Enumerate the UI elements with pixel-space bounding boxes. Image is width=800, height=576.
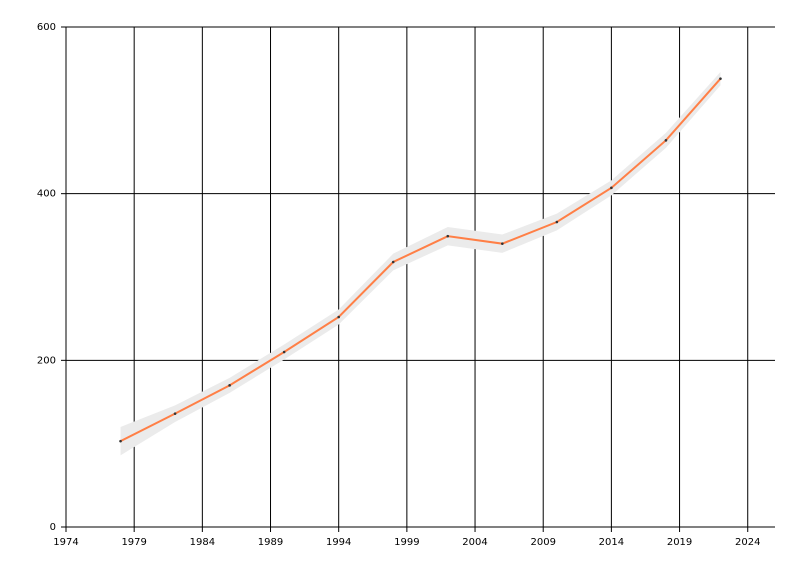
- point: [228, 384, 231, 387]
- x-tick-label: 1974: [53, 537, 78, 548]
- point: [119, 439, 122, 443]
- x-tick-label: 1979: [121, 537, 146, 548]
- point: [555, 220, 559, 224]
- x-tick-label: 1999: [394, 537, 419, 548]
- x-tick-label: 2019: [667, 537, 692, 548]
- y-tick-label: 400: [37, 189, 56, 200]
- x-tick-label: 1989: [258, 537, 283, 548]
- point: [391, 260, 395, 264]
- y-tick-label: 0: [50, 522, 56, 533]
- x-tick-label: 1984: [190, 537, 215, 548]
- point: [173, 412, 177, 415]
- line: [120, 78, 722, 443]
- point: [337, 315, 340, 319]
- point: [501, 242, 504, 245]
- confidence-band: [120, 72, 721, 456]
- y-tick-label: 600: [37, 22, 56, 33]
- x-tick-label: 1994: [326, 537, 351, 548]
- point: [446, 234, 450, 238]
- point: [719, 77, 722, 80]
- x-tick-label: 2014: [599, 537, 624, 548]
- point: [282, 350, 286, 354]
- x-tick-label: 2009: [530, 537, 555, 548]
- y-tick-label: 200: [37, 355, 56, 366]
- x-tick-label: 2024: [735, 537, 760, 548]
- point: [610, 186, 613, 190]
- point: [664, 139, 668, 142]
- x-tick-label: 2004: [462, 537, 487, 548]
